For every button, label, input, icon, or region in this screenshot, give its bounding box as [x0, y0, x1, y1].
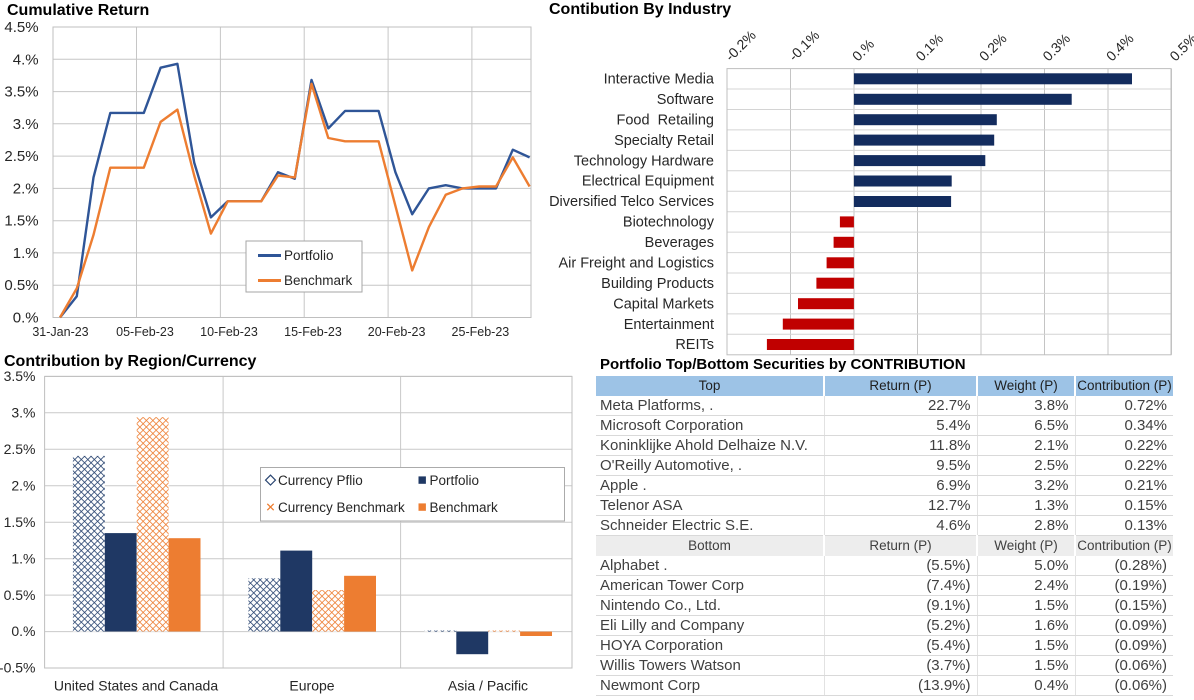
svg-text:3.5%: 3.5% — [4, 84, 38, 101]
svg-text:Asia / Pacific: Asia / Pacific — [448, 678, 528, 694]
svg-text:0.%: 0.% — [13, 310, 39, 327]
svg-text:0.5%: 0.5% — [4, 277, 38, 294]
svg-text:Air Freight and Logistics: Air Freight and Logistics — [558, 256, 714, 272]
svg-text:3.5%: 3.5% — [4, 368, 36, 384]
svg-text:2.%: 2.% — [13, 180, 39, 197]
svg-text:20-Feb-23: 20-Feb-23 — [368, 325, 426, 339]
svg-text:Contribution by Region/Currenc: Contribution by Region/Currency — [4, 353, 257, 370]
svg-text:0.%: 0.% — [11, 623, 35, 639]
svg-text:Beverages: Beverages — [645, 235, 714, 251]
svg-text:Europe: Europe — [289, 678, 334, 694]
svg-text:0.5%: 0.5% — [4, 587, 36, 603]
svg-text:Interactive Media: Interactive Media — [604, 72, 715, 88]
svg-text:2.5%: 2.5% — [4, 148, 38, 165]
svg-text:Currency Benchmark: Currency Benchmark — [278, 500, 405, 515]
svg-text:0.5%: 0.5% — [1166, 30, 1194, 64]
svg-text:Software: Software — [657, 92, 714, 108]
svg-text:Biotechnology: Biotechnology — [623, 215, 715, 231]
svg-text:Entertainment: Entertainment — [624, 317, 714, 333]
svg-text:-0.5%: -0.5% — [0, 660, 36, 676]
svg-text:1.5%: 1.5% — [4, 213, 38, 230]
svg-text:REITs: REITs — [675, 337, 714, 353]
svg-text:0.2%: 0.2% — [976, 30, 1010, 64]
svg-text:05-Feb-23: 05-Feb-23 — [116, 325, 174, 339]
svg-text:0.4%: 0.4% — [1103, 30, 1137, 64]
svg-text:Diversified Telco Services: Diversified Telco Services — [549, 194, 714, 210]
svg-text:-0.1%: -0.1% — [785, 27, 822, 64]
svg-text:15-Feb-23: 15-Feb-23 — [284, 325, 342, 339]
svg-text:Currency Pflio: Currency Pflio — [278, 473, 363, 488]
svg-text:0.1%: 0.1% — [912, 30, 946, 64]
svg-text:Specialty Retail: Specialty Retail — [614, 133, 714, 149]
svg-text:1.5%: 1.5% — [4, 514, 36, 530]
svg-text:Portfolio: Portfolio — [430, 473, 480, 488]
svg-text:10-Feb-23: 10-Feb-23 — [200, 325, 258, 339]
svg-text:Capital Markets: Capital Markets — [613, 296, 714, 312]
svg-text:2.5%: 2.5% — [4, 441, 36, 457]
svg-text:Benchmark: Benchmark — [284, 273, 353, 288]
svg-text:0.3%: 0.3% — [1039, 30, 1073, 64]
svg-text:4.%: 4.% — [13, 51, 39, 68]
svg-text:25-Feb-23: 25-Feb-23 — [452, 325, 510, 339]
svg-text:1.%: 1.% — [11, 550, 35, 566]
svg-text:4.5%: 4.5% — [4, 19, 38, 36]
svg-text:Benchmark: Benchmark — [430, 500, 499, 515]
svg-text:Portfolio: Portfolio — [284, 248, 334, 263]
svg-text:Building Products: Building Products — [601, 276, 714, 292]
svg-text:3.%: 3.% — [13, 116, 39, 133]
svg-text:United States and Canada: United States and Canada — [54, 678, 218, 694]
svg-text:2.%: 2.% — [11, 477, 35, 493]
svg-text:Food Retailing: Food Retailing — [616, 112, 714, 128]
svg-text:3.%: 3.% — [11, 405, 35, 421]
svg-text:Cumulative Return: Cumulative Return — [7, 2, 149, 19]
svg-text:Electrical Equipment: Electrical Equipment — [582, 174, 714, 190]
svg-text:1.%: 1.% — [13, 245, 39, 262]
svg-text:Contibution By Industry: Contibution By Industry — [549, 1, 731, 18]
svg-text:0.%: 0.% — [849, 36, 877, 64]
svg-text:-0.2%: -0.2% — [722, 27, 759, 64]
svg-text:31-Jan-23: 31-Jan-23 — [32, 325, 88, 339]
svg-text:Technology Hardware: Technology Hardware — [574, 153, 714, 169]
